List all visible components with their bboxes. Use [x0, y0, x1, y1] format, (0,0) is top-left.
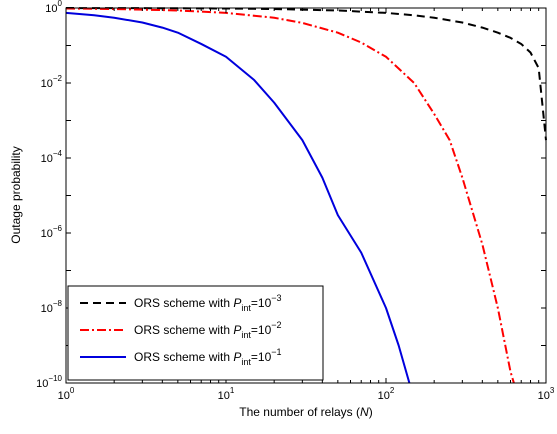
y-tick-label: 100	[45, 0, 62, 15]
legend-items: ORS scheme with Pint=10−3 ORS scheme with…	[80, 293, 282, 367]
x-tick-label: 103	[538, 386, 555, 402]
legend-label-3: ORS scheme with Pint=10−1	[134, 347, 282, 367]
legend: ORS scheme with Pint=10−3 ORS scheme with…	[67, 285, 324, 381]
y-tick-label: 10−10	[36, 374, 62, 390]
y-tick-label: 10−8	[41, 299, 63, 315]
x-axis-label: The number of relays (N)	[239, 405, 372, 419]
y-tick-label: 10−2	[41, 74, 63, 90]
y-axis-label: Outage probability	[9, 146, 23, 243]
x-tick-label: 100	[58, 386, 75, 402]
x-tick-label: 102	[378, 386, 395, 402]
tick-layer: 100 101 102 103 10−10 10−8 10−6 10−4 10−2 100	[36, 0, 555, 402]
series-line-3	[65, 11, 411, 384]
legend-label-2: ORS scheme with Pint=10−2	[134, 320, 282, 340]
legend-label-1: ORS scheme with Pint=10−3	[134, 293, 282, 313]
y-tick-label: 10−6	[41, 224, 63, 240]
x-tick-label: 101	[218, 386, 235, 402]
series-line-2	[65, 7, 515, 384]
y-tick-label: 10−4	[41, 149, 63, 165]
legend-box	[67, 285, 324, 381]
